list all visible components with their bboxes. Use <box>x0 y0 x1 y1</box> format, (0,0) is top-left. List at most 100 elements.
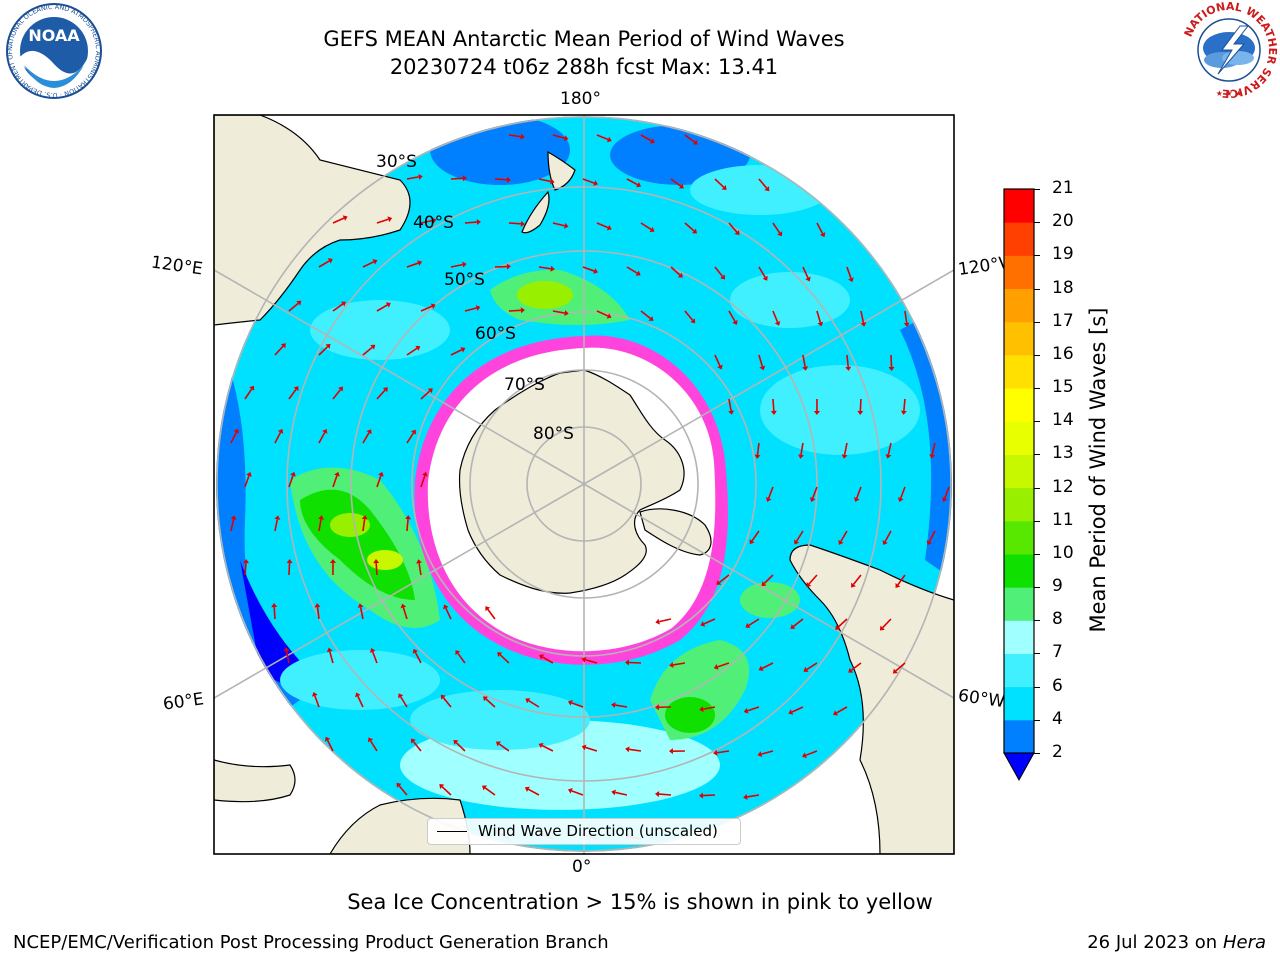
wave-direction-arrow <box>398 785 408 796</box>
wave-direction-arrowhead <box>845 366 852 371</box>
wave-direction-arrow <box>596 310 609 317</box>
colorbar-tick-mark <box>1034 222 1040 224</box>
legend-line-swatch <box>437 831 467 832</box>
colorbar-tick-mark <box>1034 587 1040 589</box>
wave-direction-arrow <box>703 706 716 710</box>
wave-direction-arrowhead <box>318 515 324 520</box>
wave-direction-arrow <box>837 618 848 628</box>
wave-direction-arrow <box>552 310 565 314</box>
wave-direction-arrowhead <box>338 386 343 392</box>
colorbar-cell <box>1004 553 1034 588</box>
wave-direction-arrow <box>538 266 551 270</box>
wave-direction-arrow <box>596 134 609 141</box>
wave-direction-arrow <box>328 651 334 664</box>
wave-direction-arrowhead <box>370 344 376 350</box>
colorbar-tick-mark <box>1034 520 1040 522</box>
colorbar-label: Mean Period of Wind Waves [s] <box>1086 307 1110 633</box>
colorbar-tick-mark <box>1034 653 1040 655</box>
wave-direction-arrow <box>670 178 682 187</box>
wave-direction-arrowhead <box>400 603 407 609</box>
wave-direction-arrow <box>288 475 294 488</box>
wave-direction-arrow <box>614 704 628 708</box>
wave-direction-arrowhead <box>427 388 433 394</box>
wave-direction-arrowhead <box>838 539 844 545</box>
wave-direction-arrow <box>318 519 322 532</box>
lat-label-60s: 60°S <box>475 324 516 344</box>
wave-direction-arrowhead <box>716 579 722 585</box>
wave-direction-arrow <box>406 518 409 532</box>
wave-direction-arrowhead <box>809 497 816 502</box>
wave-direction-arrowhead <box>720 274 725 280</box>
wave-direction-arrow <box>230 431 238 444</box>
wave-direction-arrowhead <box>860 322 867 327</box>
wave-direction-arrowhead <box>539 654 545 660</box>
colorbar-cell <box>1004 222 1034 256</box>
wave-direction-arrowhead <box>322 428 328 434</box>
wave-direction-arrowhead <box>762 275 768 281</box>
wave-direction-arrow <box>684 134 696 143</box>
colorbar-cell <box>1004 454 1034 489</box>
wave-direction-arrow <box>244 475 250 488</box>
lat-label-30s: 30°S <box>376 152 417 172</box>
wave-direction-arrowhead <box>690 318 696 324</box>
wave-direction-arrowhead <box>798 454 804 459</box>
wave-direction-arrowhead <box>764 186 770 192</box>
wave-direction-arrowhead <box>819 232 826 238</box>
wave-direction-arrowhead <box>440 694 446 700</box>
colorbar-tick-mark <box>1034 620 1040 622</box>
wave-direction-arrowhead <box>277 428 284 434</box>
wave-direction-arrowhead <box>296 300 302 306</box>
wave-direction-arrow <box>615 791 628 796</box>
wave-direction-arrowhead <box>506 263 511 270</box>
wave-direction-arrowhead <box>538 742 544 749</box>
colorbar-tick-mark <box>1034 388 1040 390</box>
wave-direction-arrow <box>376 389 386 400</box>
colorbar-tick-label: 20 <box>1052 211 1074 232</box>
wave-direction-arrow <box>717 662 730 668</box>
colorbar-tick-mark <box>1034 686 1040 688</box>
wave-direction-arrowhead <box>777 231 783 237</box>
wave-direction-arrowhead <box>668 748 673 755</box>
wave-direction-arrow <box>931 442 936 455</box>
wave-direction-arrowhead <box>900 410 907 415</box>
wave-direction-arrowhead <box>669 661 674 668</box>
wave-direction-arrowhead <box>453 739 459 745</box>
wave-direction-arrowhead <box>699 706 704 713</box>
wave-direction-arrow <box>756 442 760 456</box>
colorbar-cell <box>1004 421 1034 455</box>
wave-direction-arrowhead <box>506 176 511 183</box>
colorbar-cell <box>1004 189 1034 223</box>
wave-direction-arrow <box>855 486 862 499</box>
wave-direction-arrow <box>758 266 766 278</box>
wave-direction-arrow <box>882 618 892 629</box>
wave-direction-arrowhead <box>415 345 421 351</box>
wave-direction-arrow <box>747 706 760 712</box>
wave-direction-arrowhead <box>895 582 901 588</box>
wave-direction-arrow <box>412 741 422 752</box>
colorbar-tick-label: 18 <box>1052 277 1074 298</box>
wave-direction-arrowhead <box>329 559 336 564</box>
wave-direction-arrow <box>494 178 507 181</box>
wave-direction-arrow <box>508 134 521 138</box>
wave-direction-arrowhead <box>233 428 240 434</box>
wave-direction-arrowhead <box>700 621 706 627</box>
wave-direction-arrowhead <box>410 738 416 744</box>
wave-direction-arrow <box>763 574 774 584</box>
noaa-logo: NATIONAL OCEANIC AND ATMOSPHERIC ADMINIS… <box>4 2 102 99</box>
wave-direction-arrow <box>640 222 652 231</box>
wave-direction-arrowhead <box>520 220 525 227</box>
wind-wave-arrows <box>230 133 950 840</box>
wave-direction-arrow <box>672 662 686 666</box>
wave-direction-arrowhead <box>885 454 892 459</box>
wave-direction-arrow <box>274 431 282 444</box>
wave-direction-arrow <box>418 563 422 576</box>
wave-direction-arrow <box>359 607 364 620</box>
footer-date: 26 Jul 2023 on Hera <box>1087 932 1266 953</box>
wave-direction-arrow <box>852 574 862 585</box>
wave-direction-arrowhead <box>368 737 374 743</box>
wave-direction-arrowhead <box>550 265 555 272</box>
wave-direction-arrowhead <box>563 222 569 229</box>
wave-direction-arrowhead <box>563 135 569 141</box>
wave-direction-arrowhead <box>432 217 437 224</box>
colorbar-cell <box>1004 587 1034 621</box>
